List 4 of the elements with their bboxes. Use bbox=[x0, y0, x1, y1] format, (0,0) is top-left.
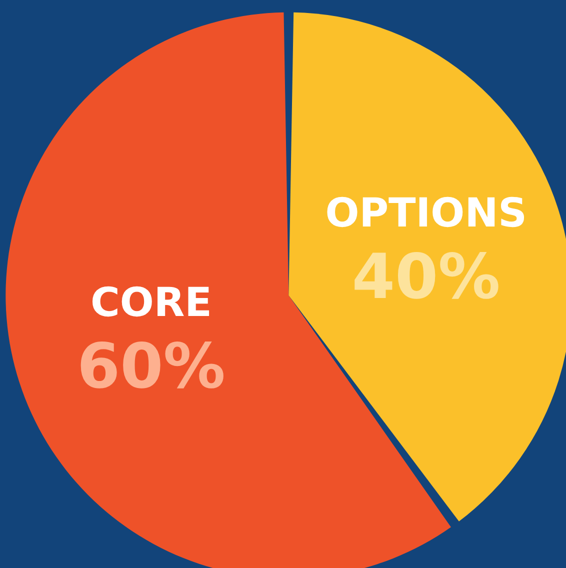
slice-label: OPTIONS bbox=[325, 190, 527, 237]
data-label: 60% bbox=[77, 330, 226, 403]
slice-label: CORE bbox=[90, 280, 212, 326]
data-label: 40% bbox=[352, 240, 500, 314]
